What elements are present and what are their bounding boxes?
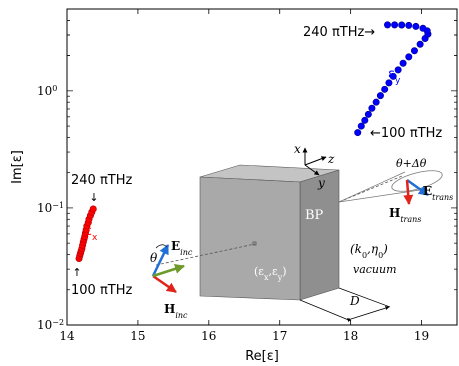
data-point bbox=[376, 92, 384, 100]
ex-down-arrow: ↓ bbox=[89, 191, 98, 204]
data-layer bbox=[75, 21, 432, 262]
h-inc-label: Hinc bbox=[164, 302, 188, 320]
data-point bbox=[384, 21, 392, 29]
axis-z-arrow bbox=[304, 156, 327, 166]
thickness-tick-left bbox=[299, 299, 352, 322]
ex-bottom-freq-label: 100 πTHz bbox=[71, 283, 132, 298]
data-point bbox=[89, 205, 97, 213]
data-point bbox=[381, 85, 389, 93]
h-trans-label: Htrans bbox=[389, 206, 421, 224]
data-point bbox=[368, 104, 376, 112]
theta-arc bbox=[155, 244, 168, 249]
incident-beam-line bbox=[155, 243, 256, 266]
e-trans-label: Etrans bbox=[423, 184, 453, 202]
y-axis-label: Im[ε] bbox=[10, 150, 25, 184]
x-tick-label: 18 bbox=[343, 329, 358, 343]
e-inc-vector bbox=[151, 244, 170, 277]
data-point bbox=[410, 47, 418, 55]
data-point bbox=[416, 40, 424, 48]
y-tick-label: 10−1 bbox=[37, 200, 64, 215]
ey-bottom-freq-label: ←100 πTHz bbox=[370, 126, 442, 141]
medium-label: (k0,η0) bbox=[350, 242, 388, 260]
e-trans-vector bbox=[406, 178, 429, 197]
data-point bbox=[405, 21, 413, 29]
thickness-arrow bbox=[346, 306, 390, 322]
cone-edge-top bbox=[338, 171, 406, 203]
transmitted-beam-line bbox=[338, 175, 403, 203]
data-point bbox=[354, 129, 362, 137]
axis-z-label: z bbox=[327, 152, 335, 166]
x-axis-label: Re[ε] bbox=[245, 349, 279, 364]
data-point bbox=[361, 116, 369, 124]
k-inc-vector bbox=[152, 264, 185, 278]
theta-label: θ bbox=[150, 251, 158, 265]
thickness-label: D bbox=[349, 294, 360, 308]
ex-top-freq-label: 240 πTHz bbox=[71, 173, 132, 188]
x-tick-label: 17 bbox=[272, 329, 287, 343]
y-tick-label: 100 bbox=[37, 83, 57, 98]
data-point bbox=[372, 98, 380, 106]
coordinate-axes: x z y bbox=[294, 142, 335, 190]
axis-y-arrow bbox=[304, 164, 320, 176]
data-point bbox=[398, 21, 406, 29]
theta-out-label: θ+Δθ bbox=[396, 157, 427, 170]
x-tick-label: 19 bbox=[414, 329, 429, 343]
ey-top-freq-label: 240 πTHz→ bbox=[303, 25, 375, 40]
ex-series-label: εx bbox=[85, 224, 98, 243]
data-point bbox=[364, 110, 372, 118]
data-point bbox=[405, 53, 413, 61]
cone-edge-bottom bbox=[338, 189, 421, 203]
thickness-tick-right bbox=[338, 287, 391, 308]
data-point bbox=[399, 59, 407, 67]
plot-frame bbox=[66, 8, 458, 326]
x-tick-label: 16 bbox=[201, 329, 216, 343]
inset-schematic: BP (εx,εy) θ Einc Hinc θ+Δθ Etrans Htran… bbox=[150, 142, 453, 322]
series-annotations: 240 πTHz ↓ εx ↑ 100 πTHz 240 πTHz→ εy ←1… bbox=[71, 25, 442, 298]
data-point bbox=[357, 122, 365, 130]
h-inc-vector bbox=[152, 274, 177, 294]
data-point bbox=[389, 72, 397, 80]
beam-cone bbox=[391, 170, 443, 192]
series-ex bbox=[75, 205, 97, 262]
x-tick-label: 14 bbox=[59, 329, 75, 343]
series-ey bbox=[354, 21, 432, 137]
slab-front-face bbox=[199, 176, 301, 301]
beam-entry-mark bbox=[252, 241, 257, 246]
e-inc-label: Einc bbox=[171, 239, 193, 257]
data-point bbox=[385, 79, 393, 87]
bp-label: BP bbox=[305, 208, 324, 223]
ey-series-label: εy bbox=[388, 67, 401, 86]
vacuum-label: vacuum bbox=[353, 263, 397, 276]
x-tick-label: 15 bbox=[130, 329, 145, 343]
ex-up-arrow: ↑ bbox=[72, 266, 81, 279]
axis-x-label: x bbox=[294, 142, 301, 156]
axis-y-label: y bbox=[317, 176, 325, 190]
data-point bbox=[391, 21, 399, 29]
data-point bbox=[419, 24, 427, 32]
h-trans-vector bbox=[403, 179, 414, 205]
data-point bbox=[394, 66, 402, 74]
data-point bbox=[412, 22, 420, 30]
